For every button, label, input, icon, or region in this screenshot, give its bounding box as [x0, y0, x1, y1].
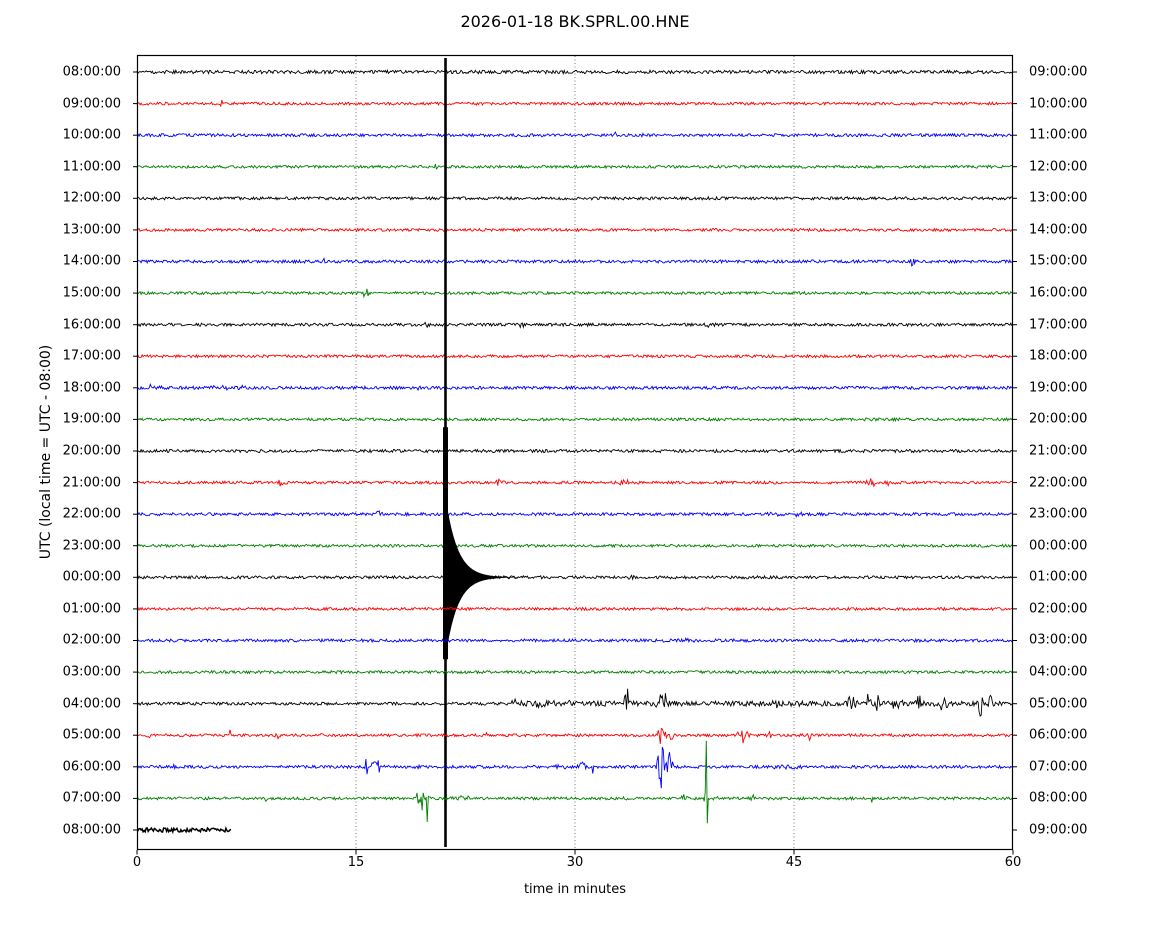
y-tick-label-utc: 23:00:00: [62, 538, 121, 554]
y-tick-label-utc: 05:00:00: [62, 727, 121, 743]
y-tick-label-local: 21:00:00: [1029, 443, 1088, 459]
y-tick-label-utc: 02:00:00: [62, 632, 121, 648]
y-tick-label-local: 23:00:00: [1029, 506, 1088, 522]
y-tick-label-utc: 09:00:00: [62, 96, 121, 112]
y-tick-label-utc: 10:00:00: [62, 127, 121, 143]
x-tick-label: 15: [347, 855, 365, 870]
y-tick-label-local: 12:00:00: [1029, 159, 1088, 175]
y-tick-label-local: 07:00:00: [1029, 759, 1088, 775]
y-tick-label-local: 09:00:00: [1029, 822, 1088, 838]
x-tick-label: 60: [1004, 855, 1022, 870]
y-tick-label-local: 03:00:00: [1029, 632, 1088, 648]
y-tick-label-utc: 03:00:00: [62, 664, 121, 680]
y-tick-label-local: 11:00:00: [1029, 127, 1088, 143]
y-tick-label-utc: 20:00:00: [62, 443, 121, 459]
x-tick-labels: 0 15 30 45 60: [133, 855, 1021, 875]
y-tick-label-utc: 08:00:00: [62, 64, 121, 80]
y-tick-label-local: 16:00:00: [1029, 285, 1088, 301]
y-tick-label-utc: 21:00:00: [62, 475, 121, 491]
helicorder-plot: [133, 54, 1017, 855]
x-tick-label: 30: [566, 855, 584, 870]
y-tick-label-utc: 08:00:00: [62, 822, 121, 838]
y-tick-label-local: 17:00:00: [1029, 317, 1088, 333]
x-axis-label: time in minutes: [523, 882, 627, 897]
y-tick-label-utc: 04:00:00: [62, 696, 121, 712]
y-tick-label-local: 06:00:00: [1029, 727, 1088, 743]
y-tick-label-local: 09:00:00: [1029, 64, 1088, 80]
y-tick-label-local: 08:00:00: [1029, 790, 1088, 806]
y-tick-label-local: 04:00:00: [1029, 664, 1088, 680]
y-tick-label-local: 02:00:00: [1029, 601, 1088, 617]
y-tick-label-utc: 19:00:00: [62, 411, 121, 427]
y-tick-label-local: 14:00:00: [1029, 222, 1088, 238]
x-tick-label: 0: [132, 855, 142, 870]
utc-tick-labels: 08:00:00 09:00:00 10:00:00 11:00:00 12:00:00…: [0, 55, 129, 850]
y-tick-label-local: 15:00:00: [1029, 253, 1088, 269]
y-tick-label-utc: 11:00:00: [62, 159, 121, 175]
y-tick-label-utc: 18:00:00: [62, 380, 121, 396]
x-tick-label: 45: [785, 855, 803, 870]
y-tick-label-utc: 17:00:00: [62, 348, 121, 364]
y-tick-label-local: 01:00:00: [1029, 569, 1088, 585]
y-tick-label-utc: 13:00:00: [62, 222, 121, 238]
y-tick-label-local: 18:00:00: [1029, 348, 1088, 364]
y-tick-label-utc: 22:00:00: [62, 506, 121, 522]
y-tick-label-utc: 12:00:00: [62, 190, 121, 206]
local-time-tick-labels: 09:00:00 10:00:00 11:00:00 12:00:00 13:00:00…: [1021, 55, 1150, 850]
y-tick-label-utc: 07:00:00: [62, 790, 121, 806]
y-tick-label-local: 13:00:00: [1029, 190, 1088, 206]
y-tick-label-local: 19:00:00: [1029, 380, 1088, 396]
y-tick-label-local: 22:00:00: [1029, 475, 1088, 491]
y-tick-label-utc: 16:00:00: [62, 317, 121, 333]
y-tick-label-utc: 14:00:00: [62, 253, 121, 269]
y-tick-label-utc: 06:00:00: [62, 759, 121, 775]
y-tick-label-local: 20:00:00: [1029, 411, 1088, 427]
y-tick-label-utc: 00:00:00: [62, 569, 121, 585]
y-tick-label-utc: 15:00:00: [62, 285, 121, 301]
y-tick-label-utc: 01:00:00: [62, 601, 121, 617]
y-tick-label-local: 00:00:00: [1029, 538, 1088, 554]
chart-title: 2026-01-18 BK.SPRL.00.HNE: [460, 12, 690, 31]
y-tick-label-local: 05:00:00: [1029, 696, 1088, 712]
y-tick-label-local: 10:00:00: [1029, 96, 1088, 112]
